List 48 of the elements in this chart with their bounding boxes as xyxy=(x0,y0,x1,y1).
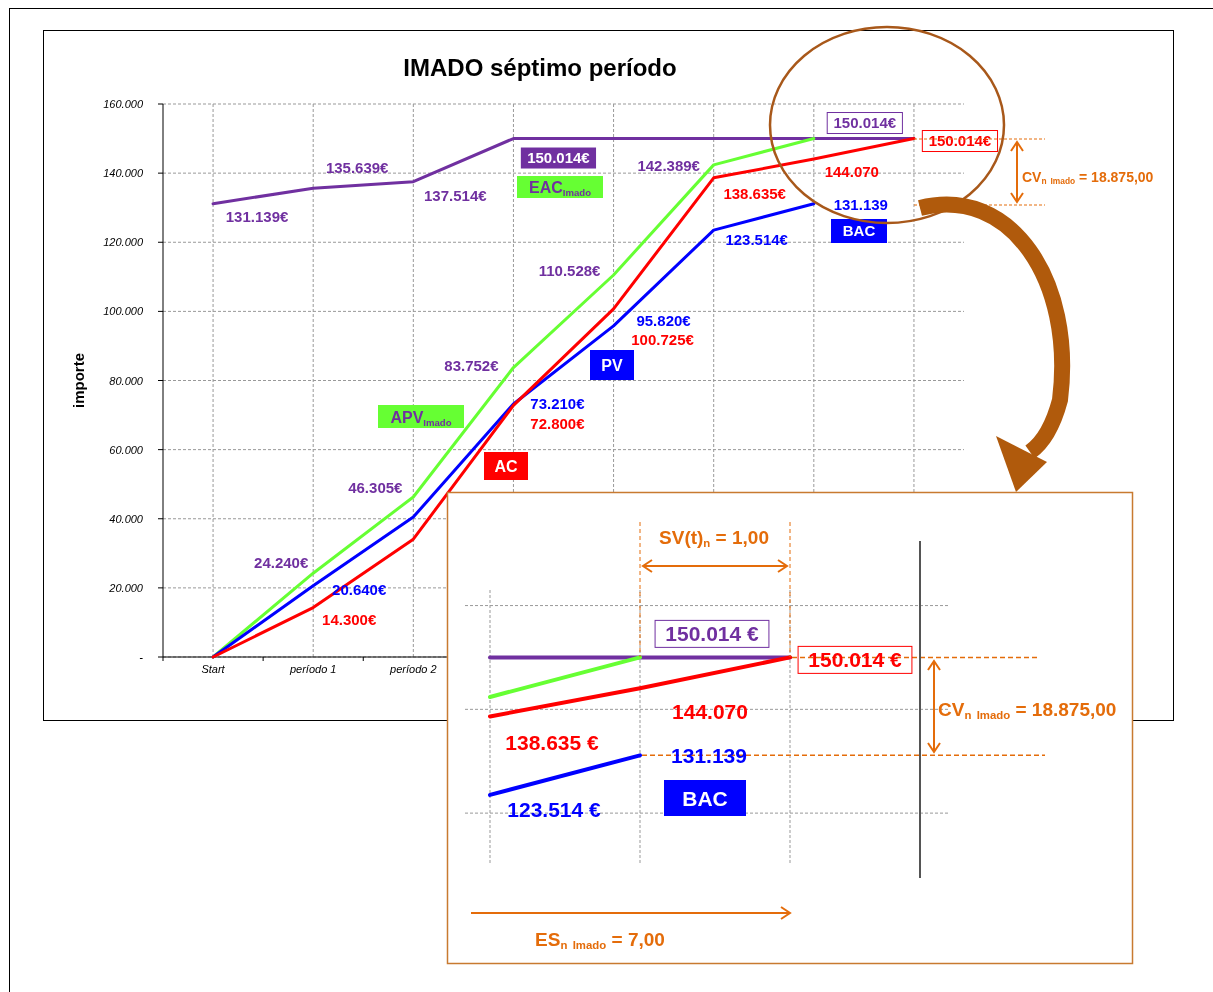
annotation: BAC xyxy=(842,222,876,240)
series-label: APV$_{Imado}$ xyxy=(390,408,452,427)
x-tick-label: período 1 xyxy=(288,663,337,675)
y-tick-label: 20.000 xyxy=(108,581,144,594)
y-tick-label: 60.000 xyxy=(109,443,144,456)
y-tick-label: 160.000 xyxy=(103,98,144,110)
data-label: 137.514€ xyxy=(424,186,488,204)
text: CV$_{n}$ $_{Imado}$ = 18.875,00 xyxy=(1022,169,1154,186)
data-label: 123.514 € xyxy=(507,797,602,821)
chart-title: IMADO séptimo período xyxy=(403,54,677,81)
data-label: 123.514€ xyxy=(725,231,789,249)
data-label: 110.528€ xyxy=(538,261,602,279)
data-label: 131.139€ xyxy=(225,207,289,225)
series-label: AC xyxy=(494,458,518,475)
data-label: 24.240€ xyxy=(254,554,309,572)
y-axis-title: importe xyxy=(70,352,87,409)
data-label: 73.210€ xyxy=(530,394,586,412)
data-label: 138.635 € xyxy=(505,731,600,755)
data-label: 131.139 xyxy=(833,195,888,213)
data-label: 46.305€ xyxy=(348,478,404,496)
text: ES$_{n}$ $_{Imado}$ = 7,00 xyxy=(535,929,665,951)
annotation: BAC xyxy=(682,786,728,810)
y-tick-label: - xyxy=(139,651,144,663)
data-label: 135.639€ xyxy=(325,159,390,177)
data-label: 150.014€ xyxy=(527,148,591,166)
data-label: 142.389€ xyxy=(637,156,701,174)
data-label: 72.800€ xyxy=(530,415,586,433)
data-label: 100.725€ xyxy=(631,330,695,348)
data-label: 150.014€ xyxy=(833,113,897,131)
y-tick-label: 80.000 xyxy=(109,374,144,387)
data-label: 150.014€ xyxy=(928,131,992,149)
series-label: PV xyxy=(601,357,623,374)
annotation: SV(t)$_{n}$ = 1,00 xyxy=(659,527,769,549)
annotation: CV$_{n}$ $_{Imado}$ = 18.875,00 xyxy=(938,699,1117,721)
data-label: 95.820€ xyxy=(636,311,692,329)
data-label: 83.752€ xyxy=(444,356,500,374)
y-tick-label: 100.000 xyxy=(103,305,144,318)
data-label: 138.635€ xyxy=(723,184,787,202)
data-label: 150.014 € xyxy=(665,622,760,646)
y-tick-label: 140.000 xyxy=(103,167,144,180)
data-label: 144.070 xyxy=(672,700,748,724)
legend-label: EAC$_{Imado}$ xyxy=(528,179,592,198)
data-label: 144.070 xyxy=(824,163,879,181)
x-tick-label: período 2 xyxy=(389,663,437,675)
y-tick-label: 40.000 xyxy=(109,512,144,525)
data-label: 14.300€ xyxy=(322,610,377,628)
y-tick-label: 120.000 xyxy=(103,236,144,249)
x-tick-label: Start xyxy=(201,663,226,675)
